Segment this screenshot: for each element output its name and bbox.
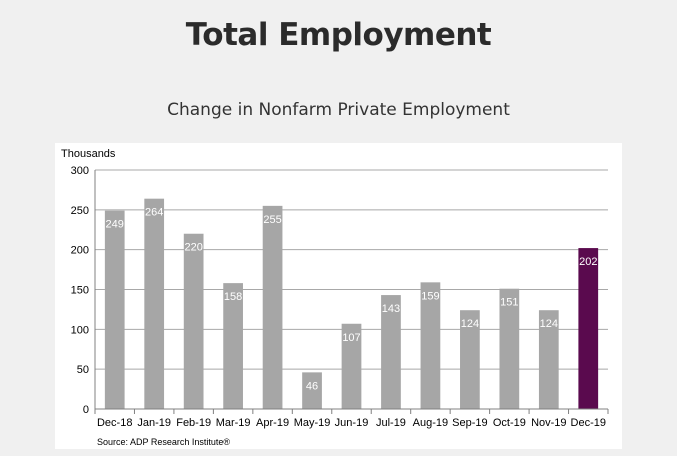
x-tick-label: Jul-19 [376,417,406,429]
bar-value-label: 46 [306,380,318,392]
bar [262,205,283,409]
page-title: Total Employment [185,17,492,53]
bar-value-label: 151 [500,297,518,309]
bar [183,233,204,409]
chart-subtitle: Change in Nonfarm Private Employment [167,100,510,120]
chart-panel: 249 264 220 158 255 46 107 143 159 124 151 124 202 0… [55,143,622,449]
bar-value-label: 107 [342,332,360,344]
bar [381,295,401,409]
y-tick-label: 0 [83,404,89,416]
x-tick-label: Oct-19 [493,417,526,429]
bar-chart: 249 264 220 158 255 46 107 143 159 124 151 124 202 0… [61,148,609,447]
bar [144,198,165,409]
bar [302,372,322,409]
bar [420,282,441,409]
bar [499,288,520,409]
bar [223,283,243,409]
x-tick-label: Mar-19 [216,417,251,429]
y-tick-label: 50 [77,364,89,376]
bar-value-label: 264 [145,207,163,219]
y-axis-label: Thousands [61,148,116,160]
y-tick-label: 150 [71,285,89,297]
x-tick-label: Dec-19 [571,417,606,429]
y-tick-label: 300 [71,165,89,177]
x-tick-label: Jun-19 [335,417,369,429]
x-tick-label: Nov-19 [531,417,566,429]
y-tick-label: 250 [71,205,89,217]
x-tick-label: Jan-19 [137,417,171,429]
bar [460,310,480,409]
x-tick-label: May-19 [294,417,331,429]
x-tick-label: Sep-19 [452,417,487,429]
bar-value-label: 255 [263,214,281,226]
bar-value-label: 220 [184,242,202,254]
x-tick-label: Aug-19 [413,417,448,429]
bar-value-label: 158 [224,291,242,303]
bar [578,248,599,409]
bar [538,310,559,409]
bars: 249 264 220 158 255 46 107 143 159 124 151 124 202 [104,198,599,409]
gridlines [95,169,608,370]
x-tick-label: Apr-19 [256,417,289,429]
x-tick-label: Feb-19 [176,417,211,429]
bar-value-label: 143 [382,303,400,315]
source-note: Source: ADP Research Institute® [97,437,230,447]
bar [341,323,362,409]
y-tick-label: 200 [71,245,89,257]
bar-value-label: 202 [579,256,597,268]
y-tick-label: 100 [71,324,89,336]
bar-value-label: 249 [106,219,124,231]
bar [104,210,125,409]
axes: 0 50 100 150 200 250 300 Dec-18 Jan-19 Feb-19 Mar-… [71,165,609,429]
bar-value-label: 124 [540,318,558,330]
bar-value-label: 124 [461,318,479,330]
x-tick-label: Dec-18 [97,417,132,429]
bar-value-label: 159 [421,290,439,302]
